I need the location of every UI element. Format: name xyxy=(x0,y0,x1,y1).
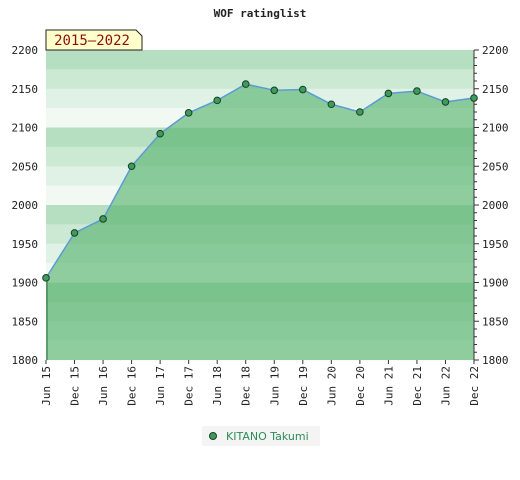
y-axis-right: 1800 1850 1900 1950 2000 2050 2100 2150 2200 xyxy=(473,44,509,367)
badge-label: 2015—2022 xyxy=(54,33,130,49)
y-tick-label-left: 1900 xyxy=(12,277,39,290)
y-tick-label-right: 2000 xyxy=(482,199,509,212)
x-tick-label: Jun 15 xyxy=(40,366,53,406)
data-point xyxy=(384,89,393,98)
grid-band xyxy=(46,50,474,70)
data-point xyxy=(441,98,450,106)
y-tick-label-left: 2200 xyxy=(12,44,39,57)
y-tick-label-left: 1850 xyxy=(12,315,39,328)
area-stripe xyxy=(46,185,474,206)
y-tick-label-right: 2200 xyxy=(482,44,509,57)
area-stripe xyxy=(46,282,474,303)
y-tick-label-left: 2150 xyxy=(12,83,39,96)
y-tick-label-right: 1900 xyxy=(482,277,509,290)
data-point xyxy=(156,129,164,138)
x-tick-label: Dec 19 xyxy=(297,366,310,406)
x-tick-label: Jun 16 xyxy=(97,366,110,406)
data-point xyxy=(70,229,79,237)
area-stripe xyxy=(46,321,474,342)
data-point xyxy=(270,86,279,95)
x-tick-label: Jun 22 xyxy=(439,366,452,406)
x-tick-label: Jun 17 xyxy=(154,366,167,406)
x-tick-label: Jun 18 xyxy=(211,366,224,406)
x-tick-label: Dec 16 xyxy=(126,366,139,406)
x-tick-label: Jun 19 xyxy=(268,366,281,406)
x-tick-label: Dec 17 xyxy=(183,366,196,406)
chart-title: WOF ratinglist xyxy=(214,7,307,20)
x-tick-label: Dec 15 xyxy=(69,366,82,406)
data-point xyxy=(413,87,421,95)
x-tick-label: Dec 18 xyxy=(240,366,253,406)
y-tick-label-right: 2150 xyxy=(482,83,509,96)
data-point xyxy=(184,108,193,117)
legend-label: KITANO Takumi xyxy=(226,430,309,443)
x-axis: Jun 15 Dec 15 Jun 16 Dec 16 Jun 17 Dec 17 Jun … xyxy=(40,360,481,406)
data-point xyxy=(470,94,478,102)
area-layer xyxy=(45,83,475,360)
y-tick-label-right: 2050 xyxy=(482,160,509,173)
period-badge: 2015—2022 xyxy=(45,29,143,51)
badge-shape xyxy=(45,29,143,51)
data-point xyxy=(213,96,221,105)
area-stripe xyxy=(46,205,474,225)
data-point xyxy=(356,108,364,116)
x-tick-label: Dec 22 xyxy=(468,366,481,406)
legend-marker xyxy=(209,432,217,440)
x-tick-label: Dec 21 xyxy=(411,366,424,406)
y-tick-label-right: 1850 xyxy=(482,315,509,328)
area-stripe xyxy=(46,263,474,283)
data-points xyxy=(42,80,478,282)
x-tick-label: Dec 20 xyxy=(354,366,367,406)
area-stripe xyxy=(46,301,474,322)
series-line xyxy=(45,83,475,279)
legend-box xyxy=(202,426,320,446)
y-tick-label-left: 2100 xyxy=(12,122,39,135)
y-tick-label-left: 2000 xyxy=(12,199,39,212)
y-tick-label-right: 1800 xyxy=(482,354,509,367)
data-point xyxy=(42,274,50,282)
area-stripe xyxy=(46,166,474,187)
x-tick-label: Jun 20 xyxy=(325,366,338,406)
data-point xyxy=(327,100,336,109)
legend[interactable]: KITANO Takumi xyxy=(202,426,320,446)
y-axis-left: 1800 1850 1900 1950 2000 2050 2100 2150 2200 xyxy=(12,44,39,367)
area-stripe xyxy=(46,340,474,360)
y-tick-label-right: 1950 xyxy=(482,238,509,251)
data-point xyxy=(99,215,107,223)
data-point xyxy=(127,162,136,171)
grid-band xyxy=(46,69,474,90)
data-point xyxy=(241,80,250,88)
y-tick-label-left: 2050 xyxy=(12,160,39,173)
y-tick-label-left: 1800 xyxy=(12,354,39,367)
area-stripe xyxy=(46,224,474,245)
y-tick-label-right: 2100 xyxy=(482,122,509,135)
area-stripe xyxy=(46,146,474,167)
y-tick-label-left: 1950 xyxy=(12,238,39,251)
area-stripe xyxy=(46,243,474,264)
data-point xyxy=(299,85,307,94)
x-tick-label: Jun 21 xyxy=(382,366,395,406)
